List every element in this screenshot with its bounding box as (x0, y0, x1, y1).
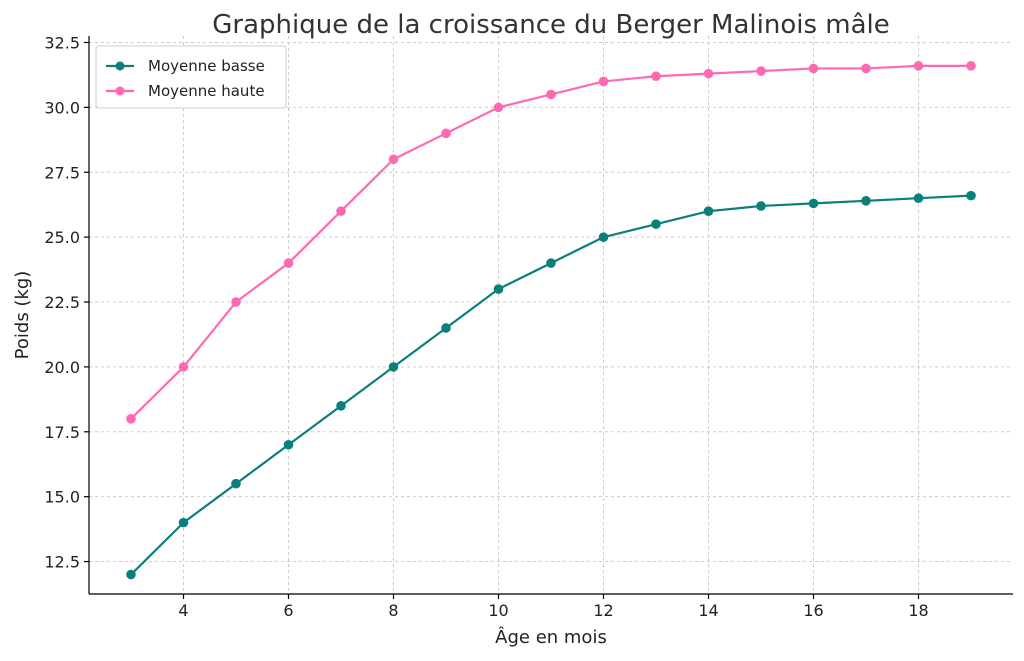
data-point-moyenne-basse (126, 569, 136, 580)
data-point-moyenne-basse (283, 439, 294, 450)
data-point-moyenne-basse (336, 401, 346, 411)
x-tick-label: 10 (488, 601, 508, 620)
legend-marker-moyenne-basse (115, 61, 125, 71)
y-tick-label: 22.5 (44, 293, 80, 312)
data-point-moyenne-haute (178, 362, 189, 372)
x-tick-label: 12 (593, 601, 613, 620)
series-line-moyenne-basse (130, 194, 972, 576)
data-point-moyenne-basse (231, 478, 241, 489)
data-point-moyenne-haute (756, 66, 766, 76)
y-tick-label: 12.5 (44, 553, 80, 572)
x-tick-label: 18 (908, 601, 928, 620)
y-axis-title: Poids (kg) (12, 271, 33, 360)
data-point-moyenne-basse (913, 193, 924, 204)
data-point-moyenne-basse (493, 284, 504, 294)
data-point-moyenne-haute (231, 297, 241, 307)
legend-label-moyenne-basse: Moyenne basse (148, 57, 265, 75)
data-point-moyenne-basse (861, 196, 871, 206)
data-point-moyenne-basse (546, 258, 556, 268)
y-tick-label: 32.5 (44, 33, 80, 52)
legend: Moyenne basse Moyenne haute (95, 45, 287, 109)
data-point-moyenne-haute (966, 61, 976, 71)
axes-layer (88, 36, 1013, 595)
data-point-moyenne-basse (441, 323, 451, 333)
x-tick-label: 14 (698, 601, 718, 620)
data-point-moyenne-haute (913, 61, 924, 71)
data-point-moyenne-haute (651, 71, 661, 82)
y-tick-label: 25.0 (44, 228, 80, 247)
data-point-moyenne-haute (493, 102, 504, 113)
x-tick-label: 16 (803, 601, 823, 620)
y-tick-label: 17.5 (44, 423, 80, 442)
y-tick-label: 15.0 (44, 488, 80, 507)
x-tick-label: 6 (283, 601, 293, 620)
x-tick-label: 4 (178, 601, 188, 620)
data-point-moyenne-basse (808, 198, 819, 209)
data-point-moyenne-haute (441, 128, 451, 139)
data-point-moyenne-haute (598, 76, 609, 87)
data-point-moyenne-haute (546, 89, 556, 100)
data-point-moyenne-basse (756, 201, 766, 211)
data-point-moyenne-haute (703, 68, 714, 79)
y-tick-label: 20.0 (44, 358, 80, 377)
y-tick-label: 30.0 (44, 98, 80, 117)
y-tick-label: 27.5 (44, 163, 80, 182)
grid-layer (89, 36, 1013, 594)
legend-box (95, 45, 287, 109)
data-point-moyenne-basse (966, 190, 976, 201)
series-line-moyenne-haute (130, 64, 971, 420)
data-point-moyenne-basse (388, 362, 399, 372)
data-point-moyenne-basse (598, 232, 609, 242)
series-layer (126, 61, 976, 580)
data-point-moyenne-basse (703, 206, 714, 216)
data-point-moyenne-basse (651, 219, 661, 229)
data-point-moyenne-haute (808, 63, 819, 74)
chart-title: Graphique de la croissance du Berger Mal… (212, 10, 890, 40)
legend-marker-moyenne-haute (115, 86, 125, 96)
data-point-moyenne-haute (126, 414, 136, 424)
data-point-moyenne-haute (861, 63, 871, 74)
data-point-moyenne-haute (336, 206, 346, 216)
data-point-moyenne-haute (283, 258, 294, 268)
ticks-layer: 4 6 8 10 12 14 16 18 12.5 15.0 17.5 20.0 22.5 25.0 27.… (44, 33, 928, 620)
data-point-moyenne-haute (388, 154, 399, 165)
x-axis-title: Âge en mois (495, 626, 607, 648)
legend-label-moyenne-haute: Moyenne haute (148, 82, 265, 100)
data-point-moyenne-basse (178, 517, 189, 528)
x-tick-label: 8 (388, 601, 398, 620)
